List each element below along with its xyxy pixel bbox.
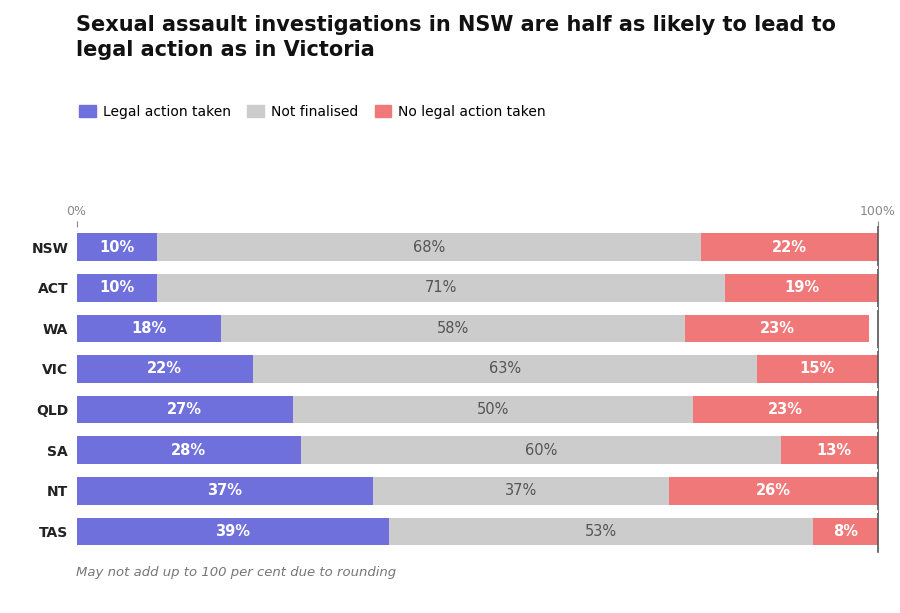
Bar <box>670 477 878 504</box>
Text: 37%: 37% <box>505 483 537 498</box>
Text: 68%: 68% <box>413 240 446 254</box>
Bar <box>389 517 814 545</box>
Text: 50%: 50% <box>477 402 509 417</box>
Bar <box>76 396 292 424</box>
Bar <box>373 477 670 504</box>
Bar <box>220 314 685 342</box>
Text: 23%: 23% <box>768 402 803 417</box>
Text: Sexual assault investigations in NSW are half as likely to lead to: Sexual assault investigations in NSW are… <box>76 15 836 36</box>
Bar <box>693 396 878 424</box>
Bar <box>781 436 886 464</box>
Text: 28%: 28% <box>171 443 206 458</box>
Legend: Legal action taken, Not finalised, No legal action taken: Legal action taken, Not finalised, No le… <box>79 105 546 119</box>
Text: 71%: 71% <box>425 280 457 295</box>
Bar <box>76 234 157 261</box>
Bar <box>157 274 725 302</box>
Bar <box>292 396 693 424</box>
Bar <box>76 274 157 302</box>
Text: 58%: 58% <box>436 321 469 336</box>
Text: 23%: 23% <box>760 321 795 336</box>
Text: 13%: 13% <box>816 443 851 458</box>
Bar <box>253 355 758 383</box>
Text: 10%: 10% <box>99 240 134 254</box>
Bar <box>301 436 781 464</box>
Bar <box>157 234 701 261</box>
Text: 53%: 53% <box>585 524 617 539</box>
Text: 63%: 63% <box>489 362 521 376</box>
Bar <box>76 477 373 504</box>
Bar <box>685 314 869 342</box>
Bar <box>814 517 878 545</box>
Text: legal action as in Victoria: legal action as in Victoria <box>76 40 375 60</box>
Text: 8%: 8% <box>833 524 858 539</box>
Text: 60%: 60% <box>525 443 557 458</box>
Text: 22%: 22% <box>147 362 182 376</box>
Text: 18%: 18% <box>131 321 166 336</box>
Text: 37%: 37% <box>207 483 242 498</box>
Bar <box>76 517 389 545</box>
Text: 15%: 15% <box>800 362 835 376</box>
Text: 26%: 26% <box>756 483 791 498</box>
Bar <box>76 314 220 342</box>
Bar <box>701 234 878 261</box>
Bar <box>725 274 878 302</box>
Text: 39%: 39% <box>215 524 250 539</box>
Text: 22%: 22% <box>772 240 807 254</box>
Text: 10%: 10% <box>99 280 134 295</box>
Text: 19%: 19% <box>784 280 819 295</box>
Bar <box>76 355 253 383</box>
Text: May not add up to 100 per cent due to rounding: May not add up to 100 per cent due to ro… <box>76 566 397 579</box>
Bar <box>758 355 878 383</box>
Text: 27%: 27% <box>167 402 202 417</box>
Bar <box>76 436 301 464</box>
